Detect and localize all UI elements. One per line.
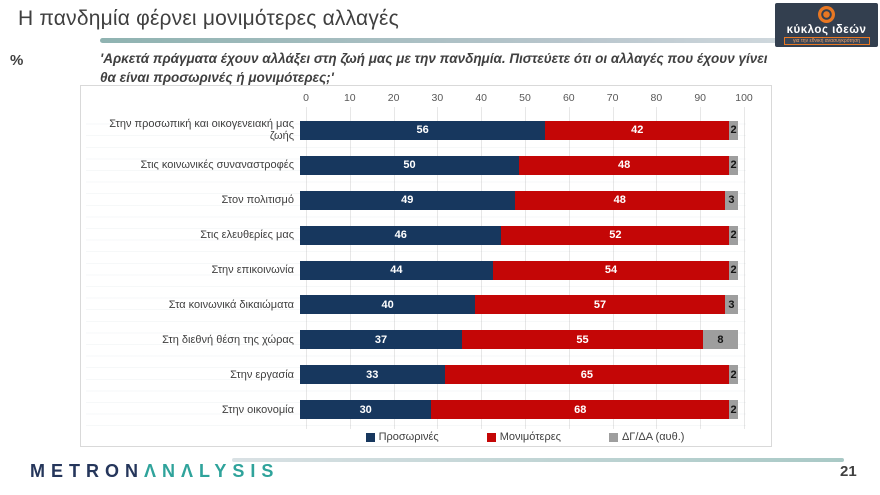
bar-segment-temporary: 30	[300, 400, 432, 420]
bar-segment-dk-na: 8	[702, 330, 738, 350]
logo-tagline: για την εθνική ανασυγκρότηση	[783, 36, 870, 45]
table-row: Στη διεθνή θέση της χώρας 37 55 8	[86, 322, 746, 357]
category-label: Στη διεθνή θέση της χώρας	[162, 333, 294, 346]
page-title: Η πανδημία φέρνει μονιμότερες αλλαγές	[18, 7, 399, 30]
x-axis-tick-label: 30	[431, 92, 444, 104]
legend-item-permanent: Μονιμότερες	[486, 430, 561, 444]
x-axis-tick-label: 0	[303, 92, 309, 104]
chart-rows: Στην προσωπική και οικογενειακή μας ζωής…	[86, 113, 746, 427]
table-row: Στις ελευθερίες μας 46 52 2	[86, 218, 746, 253]
table-row: Στις κοινωνικές συναναστροφές 50 48 2	[86, 148, 746, 183]
legend-item-temporary: Προσωρινές	[365, 430, 439, 444]
logo-metron-text: METRON	[30, 461, 144, 481]
bar-segment-dk-na: 2	[729, 155, 738, 175]
title-divider	[100, 38, 782, 43]
stacked-bar: 33 65 2	[300, 365, 738, 385]
bar-segment-permanent: 57	[475, 295, 725, 315]
category-label: Στην προσωπική και οικογενειακή μας ζωής	[109, 118, 294, 143]
stacked-bar: 56 42 2	[300, 120, 738, 140]
stacked-bar: 44 54 2	[300, 260, 738, 280]
category-label: Στα κοινωνικά δικαιώματα	[168, 298, 294, 311]
stacked-bar: 37 55 8	[300, 330, 738, 350]
x-axis-tick-label: 90	[694, 92, 707, 104]
bar-segment-dk-na: 2	[729, 365, 738, 385]
circle-logo-icon	[818, 5, 835, 23]
bar-segment-permanent: 48	[514, 190, 725, 210]
category-label: Στην οικονομία	[221, 403, 294, 416]
table-row: Στον πολιτισμό 49 48 3	[86, 183, 746, 218]
x-axis-tick-label: 100	[735, 92, 753, 104]
bar-segment-temporary: 56	[300, 120, 546, 140]
table-row: Στην εργασία 33 65 2	[86, 357, 746, 392]
bar-segment-dk-na: 2	[729, 400, 738, 420]
bar-segment-permanent: 42	[545, 120, 730, 140]
x-axis-tick-label: 60	[562, 92, 575, 104]
logo-analysis-text: ΛNΛLYSIS	[144, 461, 280, 481]
legend-label: ΔΓ/ΔΑ (αυθ.)	[621, 431, 685, 443]
x-axis-tick-label: 10	[343, 92, 356, 104]
bar-segment-permanent: 55	[462, 330, 703, 350]
stacked-bar: 30 68 2	[300, 400, 738, 420]
x-axis-tick-label: 50	[519, 92, 531, 104]
table-row: Στην οικονομία 30 68 2	[86, 392, 746, 427]
bar-segment-permanent: 52	[501, 225, 730, 245]
category-label: Στις ελευθερίες μας	[200, 229, 294, 242]
bar-segment-dk-na: 3	[724, 190, 738, 210]
table-row: Στην προσωπική και οικογενειακή μας ζωής…	[86, 113, 746, 148]
x-axis: 0 10 20 30 40 50 60 70 80 90 100	[303, 92, 753, 105]
legend-swatch-icon	[608, 432, 618, 442]
gridline	[744, 107, 745, 429]
legend-swatch-icon	[486, 432, 496, 442]
bar-segment-dk-na: 2	[729, 225, 738, 245]
stacked-bar: 49 48 3	[300, 190, 738, 210]
stacked-bar-chart: 0 10 20 30 40 50 60 70 80 90 100 Στην προσωπική κα…	[80, 85, 772, 447]
bar-segment-permanent: 68	[431, 400, 730, 420]
bar-segment-temporary: 40	[300, 295, 476, 315]
legend-label: Μονιμότερες	[499, 431, 561, 443]
kyklos-ideon-logo: κύκλος ιδεών για την εθνική ανασυγκρότησ…	[775, 3, 878, 47]
stacked-bar: 50 48 2	[300, 155, 738, 175]
bar-segment-dk-na: 2	[729, 260, 738, 280]
category-label: Στον πολιτισμό	[221, 194, 294, 207]
stacked-bar: 40 57 3	[300, 295, 738, 315]
bar-segment-temporary: 50	[300, 155, 519, 175]
footer-divider	[232, 458, 844, 462]
bar-segment-temporary: 44	[300, 260, 493, 280]
bar-segment-temporary: 37	[300, 330, 463, 350]
table-row: Στα κοινωνικά δικαιώματα 40 57 3	[86, 287, 746, 322]
percent-axis-label: %	[10, 52, 24, 69]
bar-segment-temporary: 49	[300, 190, 515, 210]
bar-segment-dk-na: 2	[729, 120, 738, 140]
metron-analysis-logo: METRONΛNΛLYSIS	[30, 461, 279, 482]
bar-segment-dk-na: 3	[724, 295, 738, 315]
x-axis-tick-label: 40	[475, 92, 488, 104]
category-label: Στις κοινωνικές συναναστροφές	[140, 159, 294, 172]
x-axis-tick-label: 70	[606, 92, 619, 104]
category-label: Στην επικοινωνία	[211, 264, 294, 276]
bar-segment-permanent: 48	[519, 155, 730, 175]
bar-segment-temporary: 46	[300, 225, 502, 245]
legend-swatch-icon	[365, 432, 375, 442]
category-label: Στην εργασία	[230, 368, 294, 381]
bar-segment-permanent: 65	[444, 365, 730, 385]
bar-segment-permanent: 54	[492, 260, 730, 280]
survey-question: 'Αρκετά πράγματα έχουν αλλάξει στη ζωή μ…	[100, 51, 768, 85]
page-number: 21	[840, 463, 857, 480]
legend-label: Προσωρινές	[378, 431, 439, 443]
table-row: Στην επικοινωνία 44 54 2	[86, 253, 746, 288]
logo-brand-text: κύκλος ιδεών	[786, 23, 867, 36]
x-axis-tick-label: 80	[650, 92, 663, 104]
bar-segment-temporary: 33	[300, 365, 445, 385]
legend-item-dk-na: ΔΓ/ΔΑ (αυθ.)	[608, 430, 685, 444]
chart-legend: Προσωρινές Μονιμότερες ΔΓ/ΔΑ (αυθ.)	[306, 430, 744, 444]
x-axis-tick-label: 20	[387, 92, 400, 104]
stacked-bar: 46 52 2	[300, 225, 738, 245]
